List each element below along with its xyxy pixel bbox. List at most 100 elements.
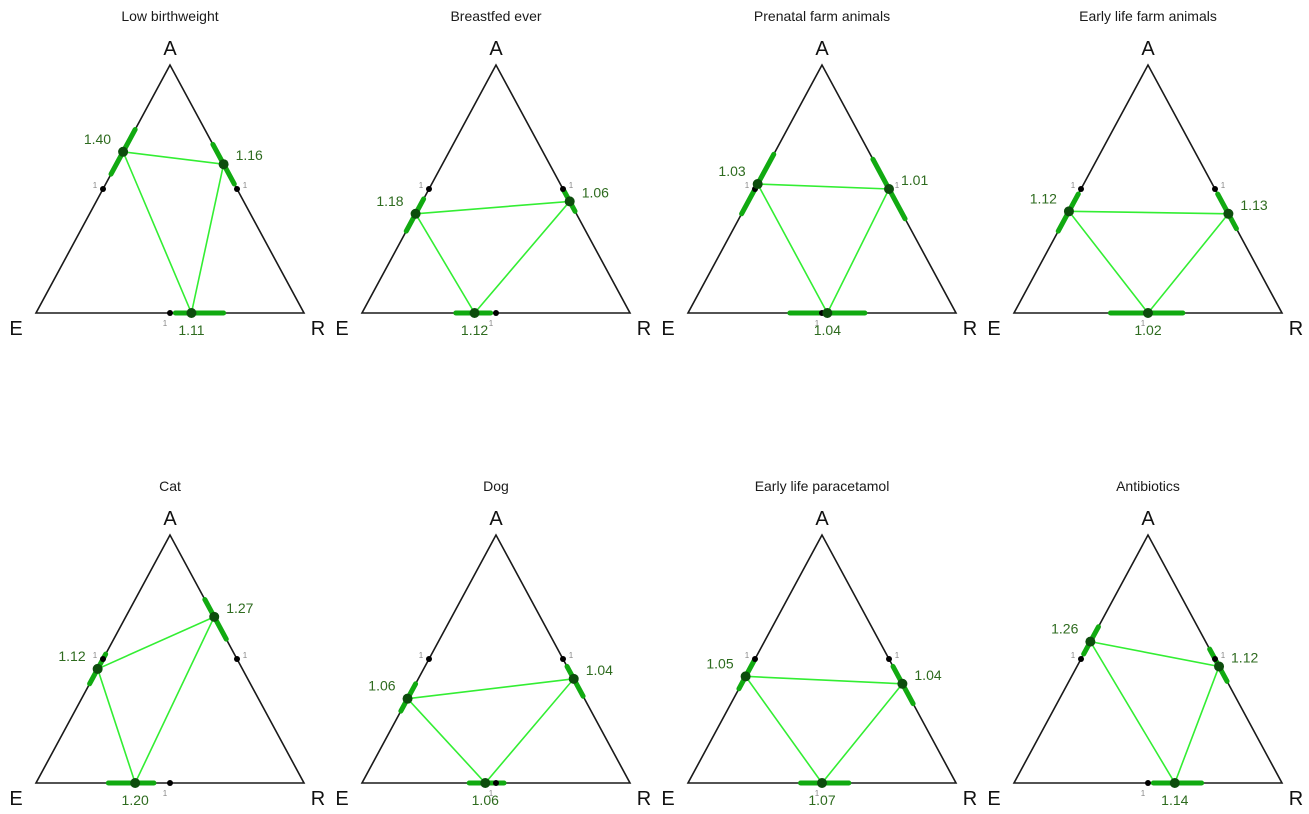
panel-title: Antibiotics [1116, 478, 1180, 494]
vertex-label-r: R [311, 788, 325, 810]
vertex-label-r: R [637, 788, 651, 810]
panel-title: Low birthweight [121, 8, 218, 24]
null-value-label: 1 [1071, 181, 1076, 190]
null-value-label: 1 [163, 319, 168, 328]
odds-ratio-label-er: 1.06 [472, 792, 499, 808]
vertex-label-r: R [1289, 788, 1303, 810]
null-point-ae [426, 656, 432, 662]
odds-ratio-label-ar: 1.06 [582, 184, 609, 200]
vertex-label-r: R [963, 318, 977, 340]
odds-ratio-label-ar: 1.27 [226, 600, 253, 616]
null-point-er [493, 310, 499, 316]
connector-lines [744, 675, 905, 785]
connector-lines [1067, 210, 1231, 315]
estimate-point-er [186, 308, 197, 318]
null-point-ae [426, 186, 432, 192]
null-point-ae [1078, 656, 1084, 662]
null-value-label: 1 [1141, 319, 1146, 328]
null-value-label: 1 [419, 651, 424, 660]
vertex-label-e: E [9, 318, 22, 340]
null-value-label: 1 [1141, 789, 1146, 798]
ternary-panel: Cat A E R 1 1.12 1 1.27 1 1.20 [9, 478, 325, 810]
estimate-point-er [469, 308, 480, 318]
ternary-triangle [686, 63, 958, 314]
vertex-label-a: A [489, 38, 503, 60]
null-value-label: 1 [745, 181, 750, 190]
null-value-label: 1 [489, 789, 494, 798]
null-value-label: 1 [895, 651, 900, 660]
odds-ratio-label-ae: 1.03 [718, 163, 745, 179]
vertex-label-a: A [815, 508, 829, 530]
odds-ratio-label-ae: 1.26 [1051, 621, 1078, 637]
estimate-point-ar [897, 678, 908, 689]
vertex-label-r: R [963, 788, 977, 810]
ternary-triangle [34, 63, 306, 314]
null-value-label: 1 [419, 181, 424, 190]
vertex-label-r: R [1289, 318, 1303, 340]
null-point-er [167, 310, 173, 316]
odds-ratio-label-ae: 1.12 [58, 648, 85, 664]
null-point-ae [100, 186, 106, 192]
connector-lines [96, 615, 216, 786]
null-value-label: 1 [815, 319, 820, 328]
vertex-label-e: E [661, 318, 674, 340]
odds-ratio-label-ar: 1.12 [1231, 649, 1258, 665]
null-value-label: 1 [569, 651, 574, 660]
vertex-label-e: E [661, 788, 674, 810]
vertex-label-r: R [637, 318, 651, 340]
null-value-label: 1 [1221, 181, 1226, 190]
connector-lines [405, 677, 576, 785]
panel-title: Dog [483, 478, 509, 494]
null-point-ar [886, 656, 892, 662]
null-point-ar [234, 186, 240, 192]
odds-ratio-label-ar: 1.04 [586, 662, 613, 678]
estimate-point-ae [402, 693, 413, 704]
vertex-label-a: A [163, 38, 177, 60]
vertex-label-a: A [489, 508, 503, 530]
null-value-label: 1 [93, 651, 98, 660]
estimate-point-ae [410, 208, 421, 219]
odds-ratio-label-ae: 1.06 [368, 678, 395, 694]
vertex-label-e: E [335, 318, 348, 340]
panel-title: Early life farm animals [1079, 8, 1217, 24]
vertex-label-e: E [335, 788, 348, 810]
null-point-ar [1212, 186, 1218, 192]
null-point-er [1145, 780, 1151, 786]
odds-ratio-label-er: 1.11 [178, 322, 204, 338]
odds-ratio-label-er: 1.14 [1161, 792, 1188, 808]
vertex-label-a: A [1141, 508, 1155, 530]
odds-ratio-label-er: 1.20 [122, 792, 149, 808]
estimate-point-ar [884, 184, 894, 194]
vertex-label-a: A [1141, 38, 1155, 60]
odds-ratio-label-er: 1.04 [814, 322, 841, 338]
odds-ratio-label-ar: 1.01 [901, 172, 928, 188]
ternary-triangle [360, 533, 632, 784]
estimate-point-er [1143, 308, 1153, 318]
null-point-ar [234, 656, 240, 662]
ternary-triangle [1012, 63, 1284, 314]
null-value-label: 1 [1221, 651, 1226, 660]
odds-ratio-label-ar: 1.13 [1240, 197, 1267, 213]
estimate-point-ae [92, 663, 103, 674]
null-value-label: 1 [489, 319, 494, 328]
null-point-ar [560, 656, 566, 662]
panel-title: Prenatal farm animals [754, 8, 890, 24]
vertex-label-r: R [311, 318, 325, 340]
estimate-point-ar [209, 611, 220, 622]
null-value-label: 1 [569, 181, 574, 190]
odds-ratio-label-ae: 1.40 [84, 131, 111, 147]
estimate-point-ar [1223, 208, 1234, 219]
panel-title: Breastfed ever [450, 8, 541, 24]
estimate-point-ae [1063, 206, 1074, 217]
null-point-ae [100, 656, 106, 662]
estimate-point-er [822, 308, 833, 318]
estimate-point-ae [1085, 636, 1096, 647]
vertex-label-e: E [9, 788, 22, 810]
estimate-point-ae [740, 671, 751, 682]
